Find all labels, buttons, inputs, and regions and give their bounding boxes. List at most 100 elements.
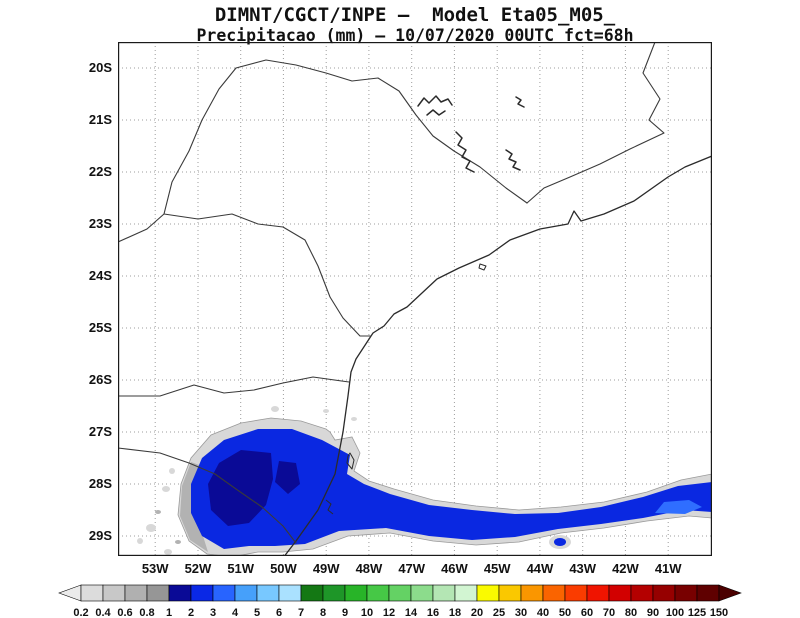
colorbar-tick-label: 5 [254,607,260,618]
colorbar-segment [608,584,632,602]
colorbar-segment [124,584,148,602]
colorbar-tick-label: 2 [188,607,194,618]
colorbar-segment [432,584,456,602]
colorbar-tick-label: 60 [581,607,593,618]
colorbar: 0.2 0.4 0.6 0.8 1 2 3 4 5 6 7 8 9 10 12 14 16 18 20 25 30 40 5… [58,584,742,618]
colorbar-segment [542,584,566,602]
island-outline [346,452,355,470]
lat-tick-label: 24S [88,268,112,283]
lat-tick-label: 29S [88,528,112,543]
colorbar-segment [586,584,610,602]
lat-tick-label: 27S [88,424,112,439]
precip-speckle [162,486,170,492]
colorbar-segment [80,584,104,602]
colorbar-segment [168,584,192,602]
reservoir-lake [505,149,521,171]
lon-tick-label: 41W [654,561,682,576]
precip-spot-blue [554,538,566,546]
lat-tick-label: 25S [88,320,112,335]
colorbar-tick-label: 25 [493,607,505,618]
colorbar-segment [146,584,170,602]
colorbar-tick-label: 40 [537,607,549,618]
precip-region-mid-gray [180,462,208,552]
colorbar-segment [652,584,676,602]
precip-region-blue-dark [208,450,273,526]
colorbar-segment [322,584,346,602]
precip-speckle [351,417,357,421]
lon-tick-label: 50W [270,561,297,576]
plot-frame [118,42,712,556]
colorbar-tick-label: 125 [688,607,706,618]
colorbar-tick-label: 0.8 [139,607,154,618]
lon-tick-label: 42W [612,561,639,576]
colorbar-tick-label: 50 [559,607,571,618]
colorbar-segment [674,584,698,602]
colorbar-segment [300,584,324,602]
lagoon-outline [325,499,334,515]
lon-tick-label: 44W [526,561,554,576]
precip-speckle [175,540,181,544]
precipitation-shading [137,406,712,556]
title-line-2: Precipitacao (mm) — 10/07/2020 00UTC fct… [196,26,634,45]
colorbar-segment [190,584,214,602]
colorbar-segment [212,584,236,602]
colorbar-tick-label: 0.4 [95,607,111,618]
precip-speckle [323,409,329,413]
precip-region-blue-light [655,500,702,514]
lon-tick-label: 43W [569,561,597,576]
lon-tick-label: 52W [184,561,212,576]
lat-tick-label: 28S [88,476,112,491]
colorbar-segment [564,584,588,602]
precip-region-blue-dark-2 [275,461,300,494]
colorbar-segment [278,584,302,602]
colorbar-tick-label: 8 [320,607,326,618]
colorbar-segment [696,584,720,602]
colorbar-segment [630,584,654,602]
state-border-pr-sc [118,376,350,397]
state-border-sc-rs [118,447,297,544]
colorbar-tick-label: 16 [427,607,439,618]
colorbar-segment [498,584,522,602]
precip-speckle [137,538,143,544]
reservoir-lake [455,131,475,173]
colorbar-tick-label: 20 [471,607,483,618]
lat-tick-label: 22S [88,164,112,179]
precip-speckle [169,468,175,474]
lon-tick-label: 47W [398,561,426,576]
colorbar-tick-label: 1 [166,607,172,618]
colorbar-tick-label: 90 [647,607,659,618]
colorbar-tick-label: 6 [276,607,282,618]
reservoir-lake [515,96,525,108]
colorbar-segment [102,584,126,602]
colorbar-segment [410,584,434,602]
colorbar-tick-label: 80 [625,607,637,618]
colorbar-segment [388,584,412,602]
map-canvas [118,42,712,556]
colorbar-arrow-left [58,584,82,602]
lat-tick-label: 20S [88,60,112,75]
lon-tick-label: 46W [441,561,468,576]
plot-titles: DIMNT/CGCT/INPE — Model Eta05_M05_ Preci… [103,4,727,46]
colorbar-tick-label: 9 [342,607,348,618]
colorbar-tick-label: 7 [298,607,304,618]
island-outline [478,263,487,271]
precip-speckle [155,510,161,514]
title-line-1: DIMNT/CGCT/INPE — Model Eta05_M05_ [214,4,616,26]
state-border-parana-river [118,67,237,243]
precip-speckle [271,406,279,412]
lon-tick-label: 45W [483,561,511,576]
colorbar-tick-label: 0.6 [117,607,132,618]
state-border-mg-sp [235,59,528,204]
reservoir-lake [426,109,446,116]
lon-tick-label: 51W [227,561,255,576]
lon-tick-label: 48W [355,561,383,576]
reservoir-lake [417,95,453,107]
colorbar-arrow-right [718,584,742,602]
precip-region-blue-main [191,429,712,549]
colorbar-segment [234,584,258,602]
precip-speckle [146,524,156,532]
colorbar-segment [256,584,280,602]
colorbar-tick-label: 18 [449,607,461,618]
colorbar-tick-label: 150 [710,607,728,618]
